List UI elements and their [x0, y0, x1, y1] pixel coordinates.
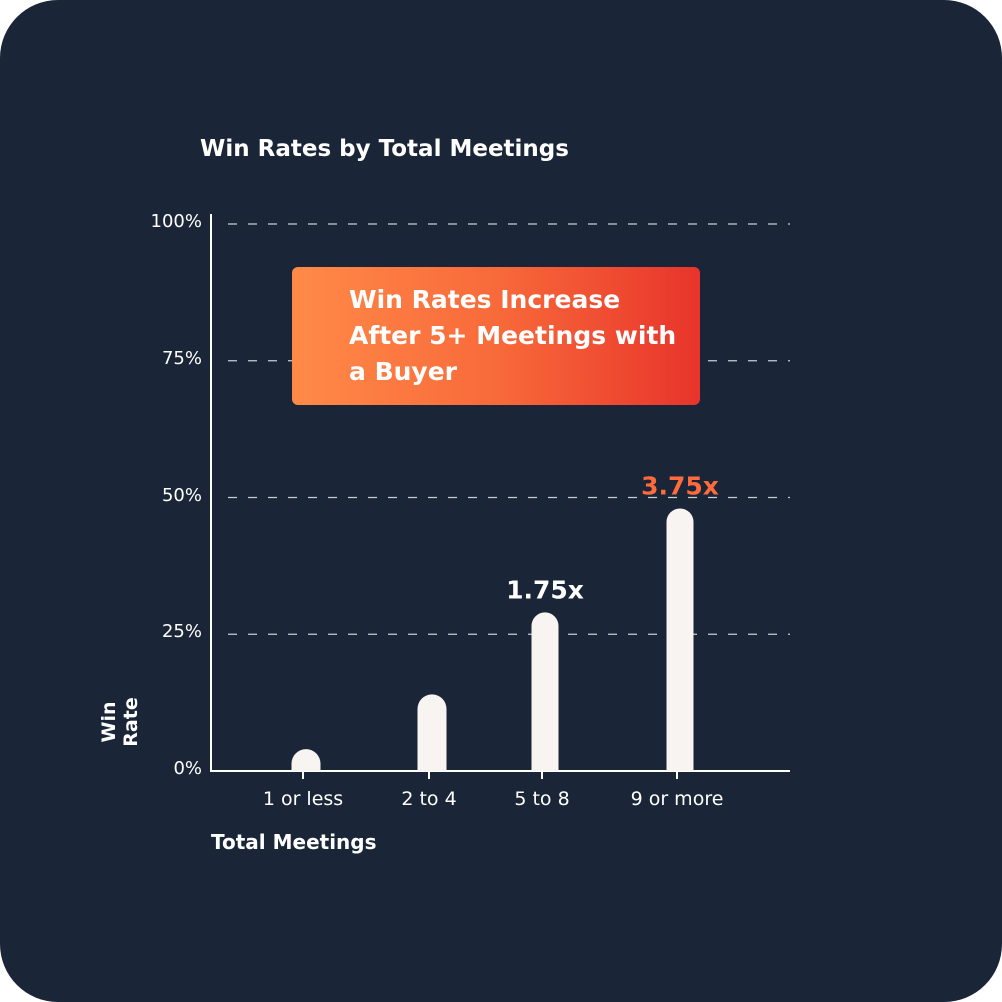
- chart-title: Win Rates by Total Meetings: [200, 136, 569, 162]
- x-tick-label: 2 to 4: [401, 788, 456, 810]
- x-tick-label: 5 to 8: [514, 788, 569, 810]
- annotation-callout: Win Rates Increase After 5+ Meetings wit…: [292, 267, 700, 405]
- y-axis-title: Win Rate: [98, 697, 142, 747]
- x-tick-label: 1 or less: [263, 788, 343, 810]
- bar: [666, 508, 694, 771]
- bar: [291, 749, 321, 771]
- y-tick-label: 100%: [150, 211, 202, 232]
- x-tick-label: 9 or more: [631, 788, 724, 810]
- bar: [531, 612, 559, 771]
- y-tick-label: 50%: [161, 484, 202, 506]
- y-tick-label: 75%: [161, 347, 202, 369]
- x-axis-title: Total Meetings: [211, 830, 377, 854]
- bar: [417, 694, 447, 771]
- data-label: 3.75x: [641, 471, 719, 500]
- annotation-text: Win Rates Increase After 5+ Meetings wit…: [349, 285, 677, 386]
- y-tick-label: 0%: [173, 758, 202, 779]
- data-label: 1.75x: [506, 575, 584, 604]
- y-tick-label: 25%: [161, 621, 202, 643]
